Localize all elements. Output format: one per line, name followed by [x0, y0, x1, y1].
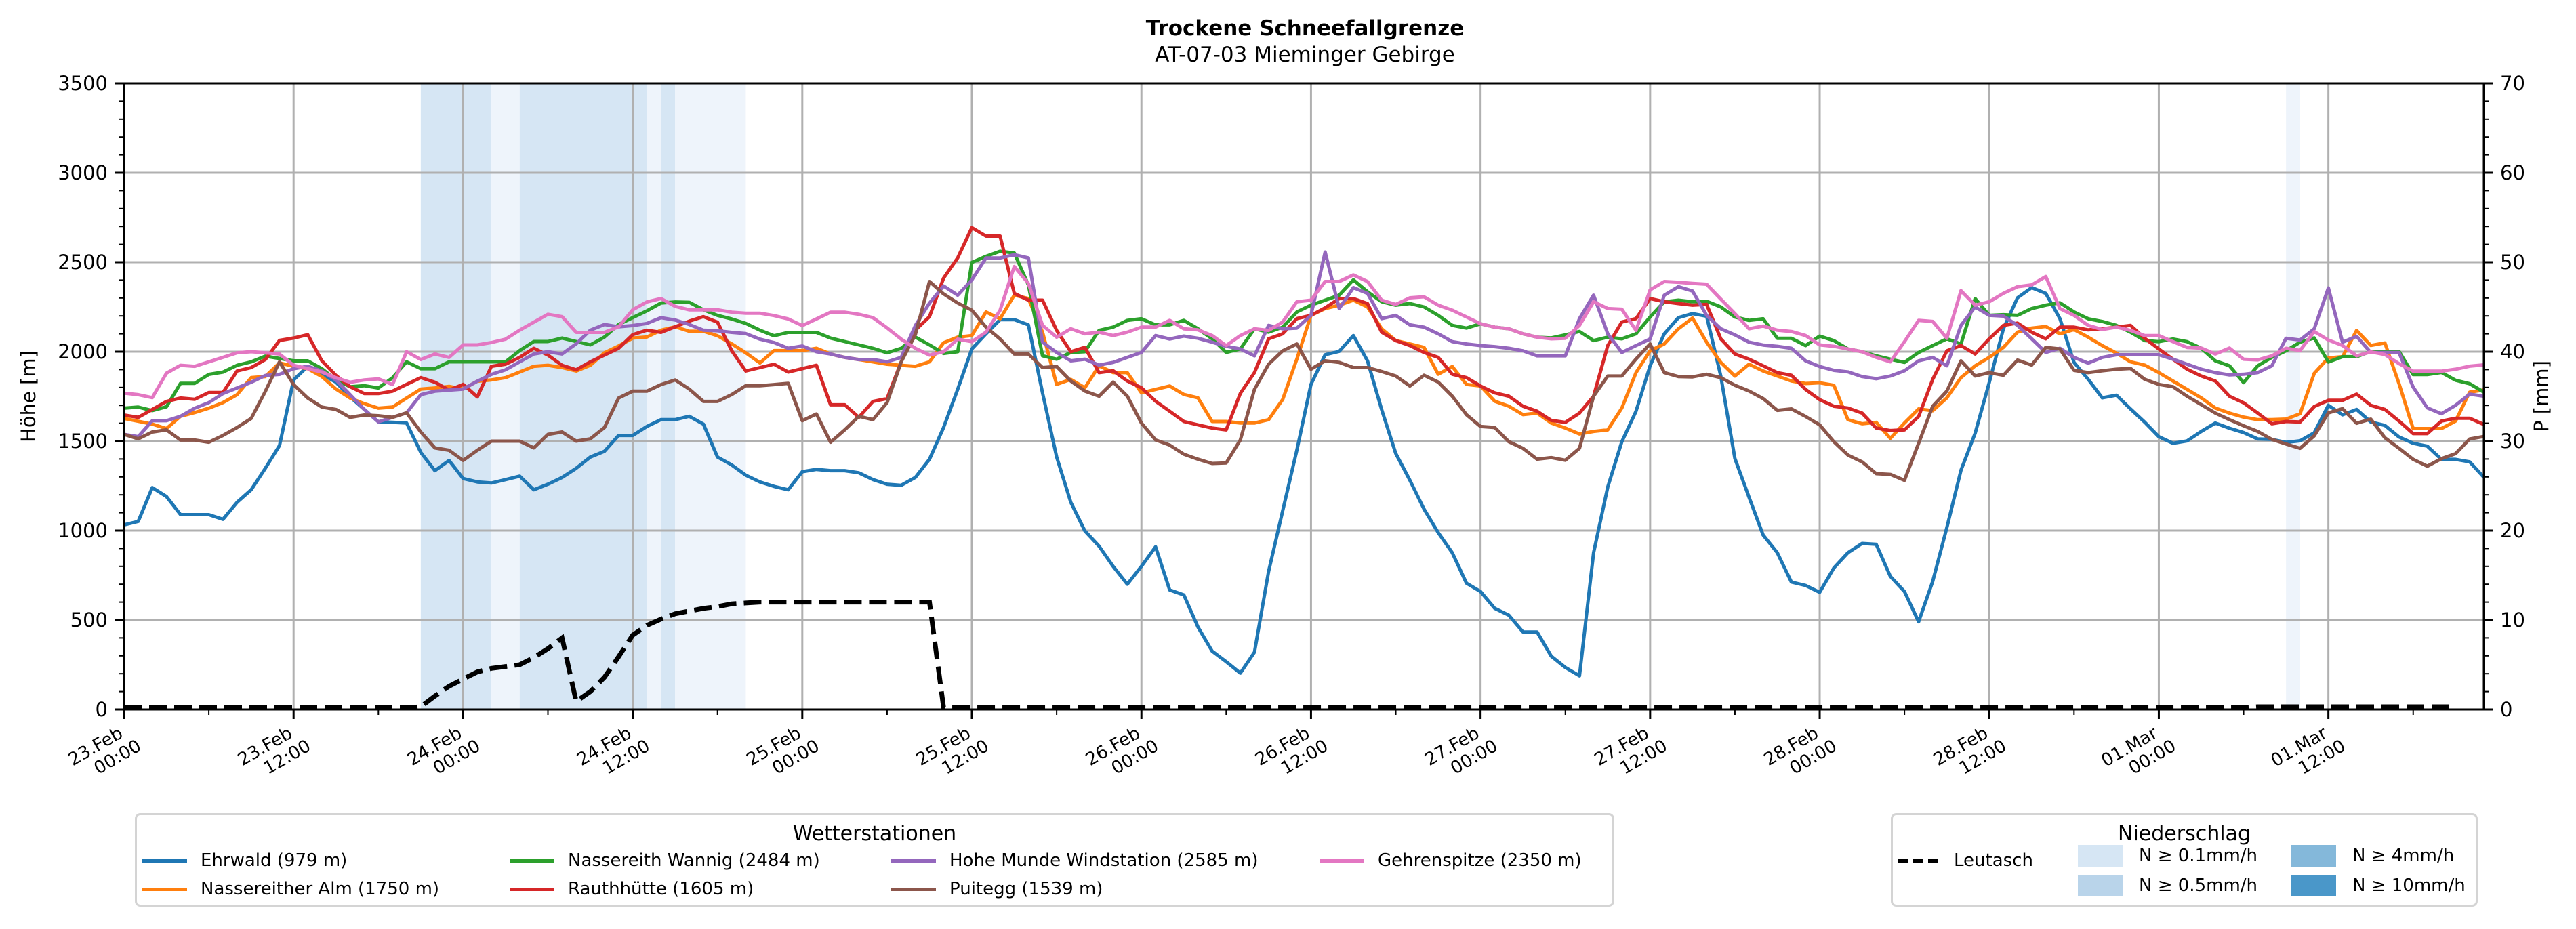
y-tick-label: 1500 [58, 430, 108, 453]
series-line-6 [123, 264, 2485, 400]
y-right-tick-label: 40 [2500, 340, 2525, 363]
precip-bands [420, 83, 2300, 709]
y-right-tick-label: 50 [2500, 251, 2525, 274]
y-tick-label: 3500 [58, 72, 108, 95]
legend-item: Gehrenspitze (2350 m) [1320, 850, 1582, 871]
legend-label: Puitegg (1539 m) [949, 879, 1103, 899]
legend-stations: Wetterstationen Ehrwald (979 m) Nasserei… [135, 813, 1614, 907]
legend-swatch [891, 887, 936, 891]
legend-label: Ehrwald (979 m) [201, 850, 348, 871]
precip-band [661, 83, 676, 709]
series-line-1 [123, 293, 2485, 440]
legend-swatch [510, 887, 554, 891]
legend-box-swatch [2291, 845, 2336, 867]
precip-band [519, 83, 647, 709]
y-right-tick-label: 60 [2500, 161, 2525, 184]
chart-subtitle: AT-07-03 Mieminger Gebirge [1155, 43, 1455, 67]
legend-item-leutasch: Leutasch [1898, 850, 2033, 871]
gridlines [124, 83, 2484, 709]
legend-label: Gehrenspitze (2350 m) [1378, 850, 1582, 871]
legend-swatch [510, 859, 554, 863]
legend-item-precip-0.1: N ≥ 0.1mm/h [2078, 845, 2257, 867]
legend-label: Hohe Munde Windstation (2585 m) [949, 850, 1259, 871]
legend-item: Rauthhütte (1605 m) [510, 879, 754, 899]
legend-item: Hohe Munde Windstation (2585 m) [891, 850, 1258, 871]
legend-item: Ehrwald (979 m) [142, 850, 347, 871]
precip-band [491, 83, 520, 709]
legend-box-swatch [2078, 875, 2123, 896]
series-line-5 [123, 280, 2485, 482]
y-right-tick-label: 30 [2500, 430, 2525, 453]
precip-band [675, 83, 746, 709]
y-right-tick-label: 70 [2500, 72, 2525, 95]
legend-label: N ≥ 4mm/h [2352, 846, 2455, 866]
series-lines [123, 226, 2485, 710]
legend-swatch [142, 859, 187, 863]
series-line-2 [123, 249, 2485, 413]
legend-swatch [142, 887, 187, 891]
legend-item-precip-4: N ≥ 4mm/h [2291, 845, 2454, 867]
series-line-3 [123, 226, 2485, 436]
legend-label: N ≥ 10mm/h [2352, 875, 2466, 896]
legend-item: Nassereith Wannig (2484 m) [510, 850, 820, 871]
chart-title: Trockene Schneefallgrenze [1145, 16, 1465, 41]
legend-label: Rauthhütte (1605 m) [568, 879, 754, 899]
legend-label: Nassereith Wannig (2484 m) [568, 850, 820, 871]
legend-stations-title: Wetterstationen [792, 822, 957, 846]
legend-label: Nassereither Alm (1750 m) [201, 879, 440, 899]
legend-swatch [1320, 859, 1364, 863]
legend-swatch [891, 859, 936, 863]
series-line-4 [123, 250, 2485, 438]
legend-precip-title: Niederschlag [2118, 822, 2251, 846]
legend-dash-swatch [1898, 858, 1938, 863]
y-tick-label: 1000 [58, 519, 108, 542]
y-tick-label: 2500 [58, 251, 108, 274]
precip-band [2286, 83, 2300, 709]
legend-item: Nassereither Alm (1750 m) [142, 879, 439, 899]
y-right-tick-label: 20 [2500, 519, 2525, 542]
legend-item: Puitegg (1539 m) [891, 879, 1103, 899]
series-line-leutasch [124, 600, 2456, 710]
series-line-0 [123, 286, 2485, 678]
y-axis-label: Höhe [m] [17, 350, 40, 442]
precip-band [647, 83, 661, 709]
y-axis-label-right: P [mm] [2530, 360, 2553, 432]
legend-label: N ≥ 0.5mm/h [2139, 875, 2258, 896]
legend-box-swatch [2078, 845, 2123, 867]
y-right-tick-label: 10 [2500, 608, 2525, 632]
y-tick-label: 500 [70, 608, 108, 632]
y-tick-label: 2000 [58, 340, 108, 363]
y-tick-label: 0 [96, 698, 108, 721]
precip-band [420, 83, 492, 709]
y-right-tick-label: 0 [2500, 698, 2512, 721]
legend-item-precip-0.5: N ≥ 0.5mm/h [2078, 875, 2257, 896]
legend-label: N ≥ 0.1mm/h [2139, 846, 2258, 866]
legend-box-swatch [2291, 875, 2336, 896]
legend-item-precip-10: N ≥ 10mm/h [2291, 875, 2466, 896]
legend-label: Leutasch [1954, 850, 2033, 871]
legend-precip: Niederschlag Leutasch N ≥ 0.1mm/h N ≥ 0.… [1891, 813, 2478, 907]
axes [123, 82, 2485, 711]
y-tick-label: 3000 [58, 161, 108, 184]
